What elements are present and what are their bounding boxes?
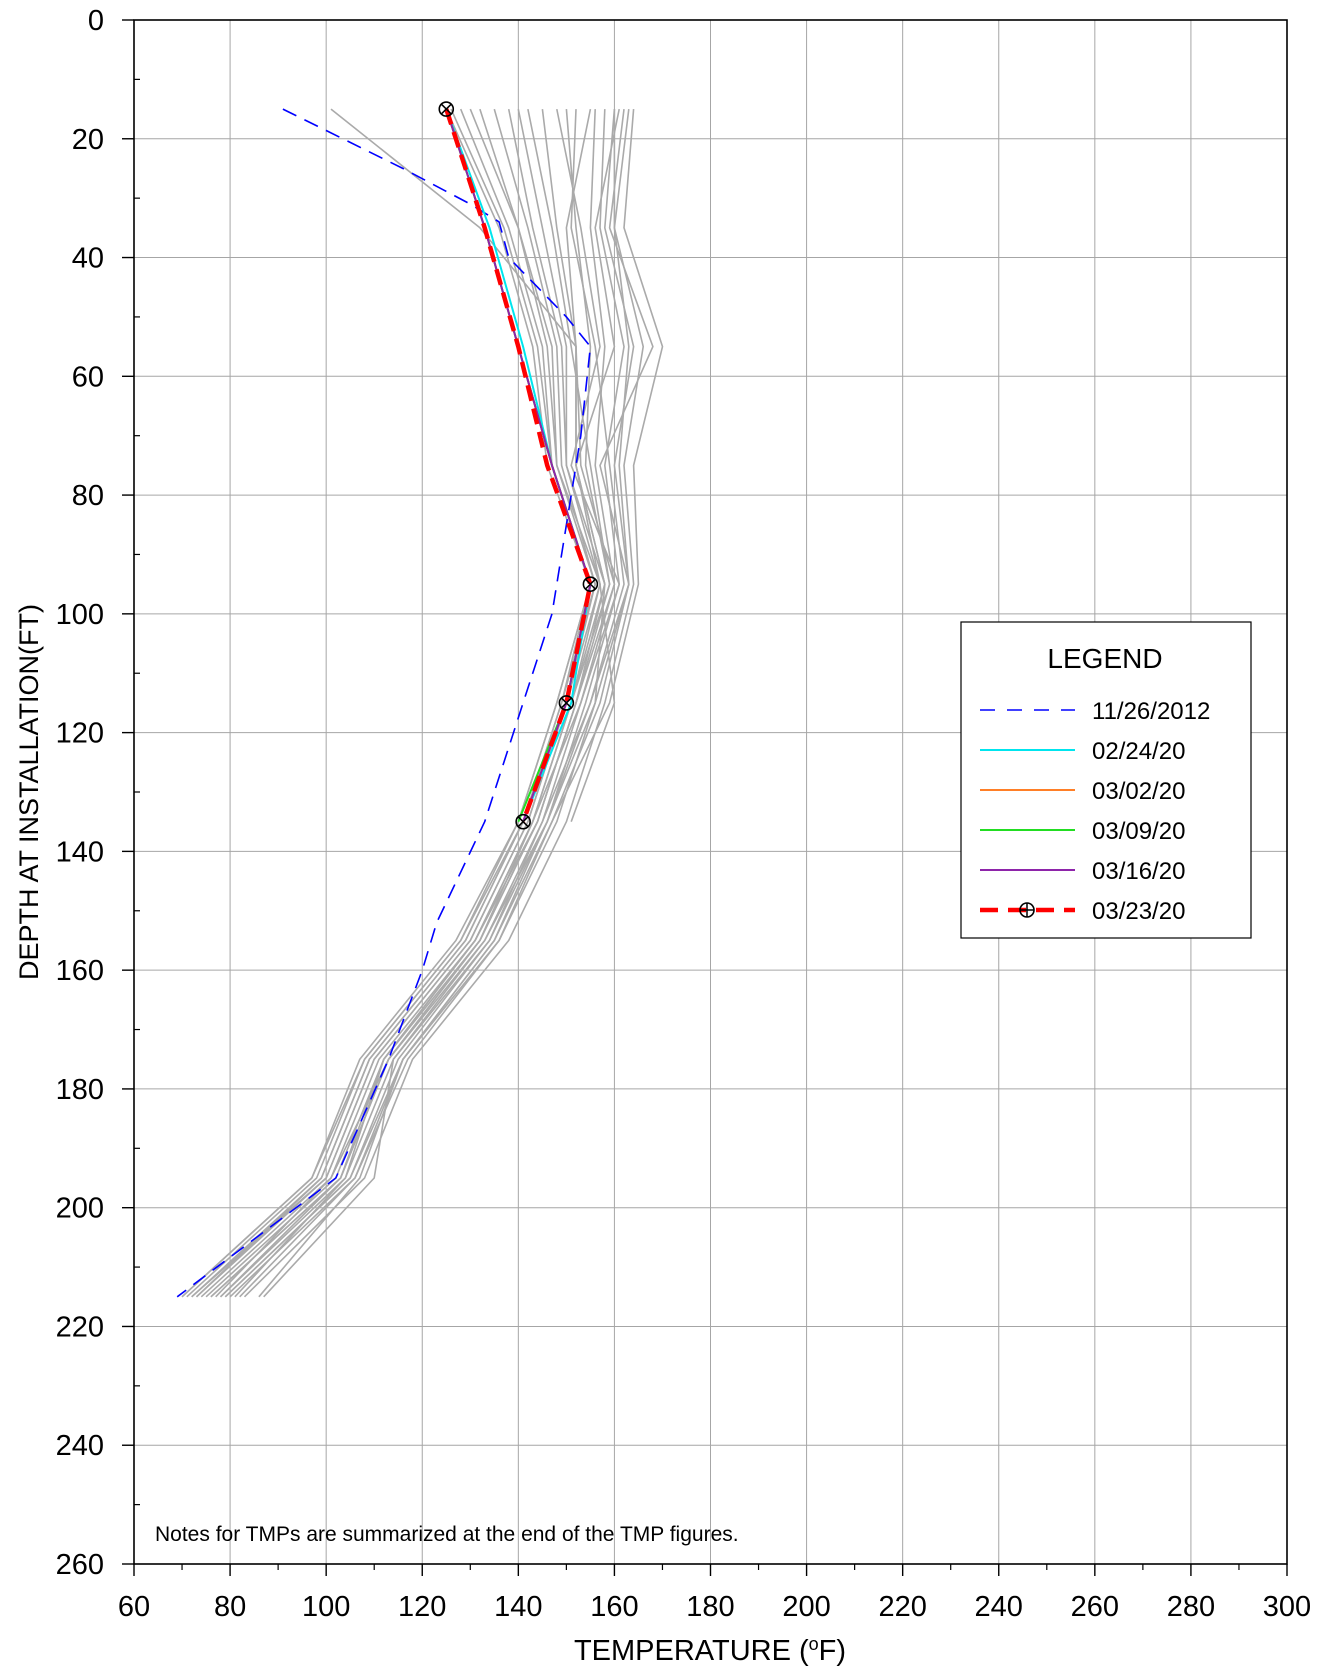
legend-label: 03/23/20 [1092,898,1185,925]
y-tick-label: 140 [56,836,104,868]
history-profile-line [263,108,606,1298]
x-tick-label: 120 [398,1591,446,1623]
x-tick-label: 160 [590,1591,638,1623]
x-tick-label: 80 [214,1591,246,1623]
y-tick-label: 220 [56,1311,104,1343]
data-point-marker-cross-b [560,697,572,709]
x-tick-label: 280 [1167,1591,1215,1623]
legend-label: 03/02/20 [1092,778,1185,805]
data-point-marker-cross-b [584,578,596,590]
history-profile-line [181,108,592,1298]
background-profiles [181,108,664,1298]
data-point-marker-ring [582,576,599,592]
x-tick-label: 200 [782,1591,830,1623]
history-profile-line [224,109,625,1298]
legend-label: 03/16/20 [1092,858,1185,885]
y-tick-label: 100 [56,599,104,631]
legend-label: 11/26/2012 [1092,698,1210,725]
tick-labels: 60 80 100 120 140 160 180 200 220 240 260 280 300 0 20… [56,5,1312,1623]
history-profile-line [186,108,592,1298]
data-point-marker-ring [438,101,455,117]
history-profile-line [570,108,620,822]
chart-note: Notes for TMPs are summarized at the end… [155,1523,739,1546]
legend-items: 11/26/2012 02/24/20 03/02/20 03/09/20 03/16/… [980,698,1210,925]
data-point-marker-cross-b [517,816,529,828]
history-profile-line [210,108,606,1298]
legend-label: 02/24/20 [1092,738,1185,765]
y-tick-label: 160 [56,955,104,987]
y-tick-label: 200 [56,1193,104,1225]
y-tick-label: 260 [56,1549,104,1581]
legend-label: 03/09/20 [1092,818,1185,845]
y-tick-label: 180 [56,1074,104,1106]
x-tick-label: 220 [878,1591,926,1623]
history-profile-line [239,109,664,1298]
x-tick-label: 140 [494,1591,542,1623]
x-tick-label: 300 [1263,1591,1311,1623]
legend-box [960,621,1252,939]
x-tick-label: 100 [302,1591,350,1623]
y-tick-label: 240 [56,1430,104,1462]
data-point-marker-cross-b [440,103,452,115]
history-profile-line [219,109,625,1298]
x-tick-label: 180 [686,1591,734,1623]
y-tick-label: 120 [56,718,104,750]
y-tick-label: 20 [72,124,104,156]
series-group [176,101,599,1298]
history-profile-line [243,109,645,1298]
y-tick-label: 0 [88,5,104,37]
series-line [176,108,592,1298]
y-tick-label: 40 [72,243,104,275]
x-tick-label: 60 [118,1591,150,1623]
y-tick-label: 60 [72,361,104,393]
y-tick-label: 80 [72,480,104,512]
legend-title: LEGEND [1047,643,1162,674]
y-axis-title: DEPTH AT INSTALLATION(FT) [14,604,44,980]
axis-ticks [122,19,1288,1576]
legend: LEGEND 11/26/2012 02/24/20 03/02/20 03/09/2… [960,621,1252,939]
x-tick-label: 240 [975,1591,1023,1623]
x-axis-title: TEMPERATURE (oF) [574,1634,846,1667]
data-point-marker-ring [515,813,531,830]
history-profile-line [215,108,621,1298]
data-point-marker-ring [558,695,575,711]
series-line [444,108,593,823]
history-profile-line [224,109,630,1298]
x-tick-label: 260 [1071,1591,1119,1623]
